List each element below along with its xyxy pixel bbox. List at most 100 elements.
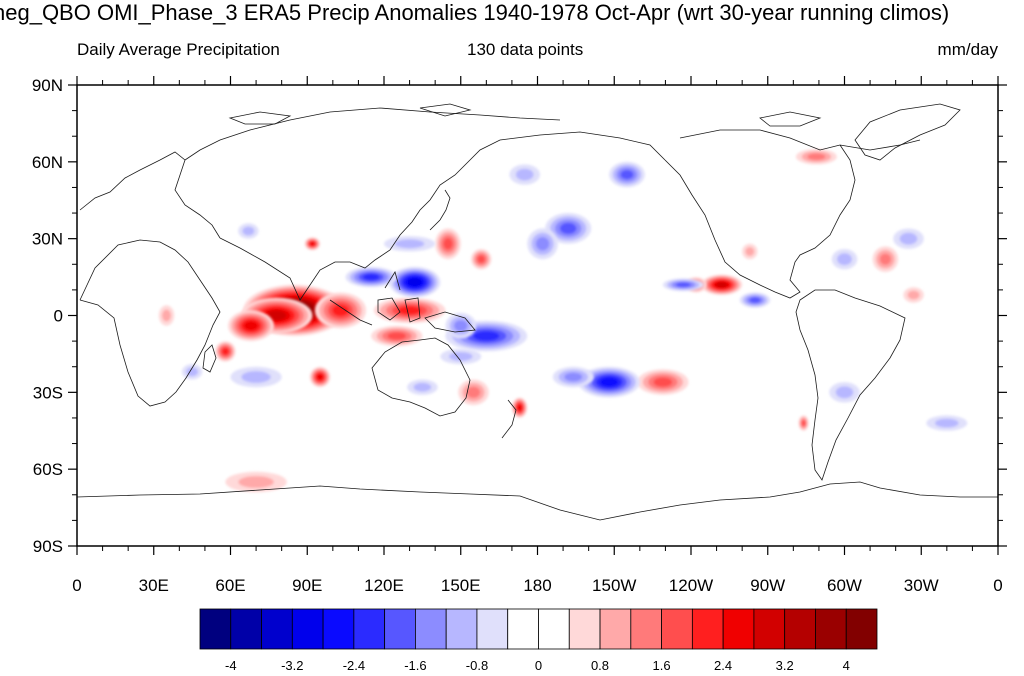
coastline-madagascar	[202, 344, 217, 373]
anomaly-blob	[225, 471, 287, 493]
anomaly-contour	[398, 306, 422, 315]
y-tick-label: 30S	[33, 383, 63, 402]
anomaly-blob	[527, 228, 558, 260]
anomaly-contour	[600, 377, 619, 387]
anomaly-blob	[609, 161, 645, 188]
anomaly-blob	[181, 364, 203, 380]
anomaly-contour	[675, 282, 691, 288]
anomaly-blob	[384, 236, 436, 252]
colorbar-label: 1.6	[653, 658, 671, 673]
anomaly-blob	[739, 292, 771, 308]
anomaly-blob	[215, 341, 236, 362]
coastline-australia	[371, 337, 471, 417]
colorbar-label: -0.8	[466, 658, 488, 673]
anomaly-contour	[907, 290, 920, 300]
anomaly-blob	[701, 274, 743, 295]
anomaly-contour	[449, 352, 473, 361]
anomaly-contour	[242, 226, 255, 236]
colorbar-label: 3.2	[776, 658, 794, 673]
anomaly-contour	[620, 170, 634, 180]
anomaly-blob	[662, 278, 704, 292]
x-tick-label: 90E	[292, 576, 322, 595]
x-tick-label: 0	[72, 576, 81, 595]
anomaly-contour	[749, 297, 761, 303]
anomaly-contour	[807, 153, 826, 160]
anomaly-blob	[545, 213, 592, 244]
x-tick-label: 120W	[669, 576, 713, 595]
anomaly-blob	[314, 292, 367, 329]
y-tick-label: 90N	[32, 76, 63, 95]
coastline-japan	[429, 189, 451, 231]
colorbar-swatch	[199, 608, 232, 650]
x-tick-label: 0	[993, 576, 1002, 595]
anomaly-blob	[228, 310, 274, 342]
colorbar-label: 0.8	[591, 658, 609, 673]
coastline-new-guinea	[424, 311, 476, 333]
colorbar-label: 2.4	[714, 658, 732, 673]
colorbar-label: 0	[535, 658, 542, 673]
anomaly-contour	[716, 282, 728, 288]
anomaly-contour	[407, 278, 422, 287]
anomaly-contour	[535, 237, 550, 251]
subtitle-sample-count: 130 data points	[467, 40, 584, 59]
anomaly-contour	[186, 367, 199, 377]
anomaly-contour	[935, 418, 959, 428]
x-tick-label: 150W	[592, 576, 636, 595]
anomaly-contour	[745, 247, 755, 256]
anomaly-blob	[407, 379, 438, 395]
colorbar-swatch	[599, 608, 632, 650]
anomaly-blob	[829, 382, 860, 403]
coastlines	[77, 103, 998, 521]
colorbar-swatch	[507, 608, 539, 650]
colorbar-swatch	[753, 608, 786, 650]
anomaly-blob	[158, 305, 175, 326]
anomaly-blob	[798, 415, 809, 431]
colorbar-label: -3.2	[281, 658, 303, 673]
anomaly-contour	[559, 222, 577, 234]
anomaly-contour	[387, 332, 407, 340]
anomaly-blob	[926, 415, 968, 431]
coastline-eurasia	[184, 107, 666, 301]
y-tick-label: 30N	[32, 230, 63, 249]
anomaly-contour	[310, 241, 315, 246]
axes: 0 30E 60E 90E 120E 150E 180 150W 120W 90W 60W 30W 0 9…	[32, 76, 1007, 595]
colorbar-swatch	[661, 608, 693, 650]
colorbar-swatch	[815, 608, 847, 650]
colorbar-swatch	[445, 608, 478, 650]
anomaly-contour	[837, 253, 852, 266]
x-tick-label: 120E	[364, 576, 404, 595]
anomaly-blob	[511, 397, 528, 418]
anomaly-contour	[443, 238, 453, 250]
anomaly-contour	[454, 320, 468, 332]
anomaly-contour	[879, 253, 891, 265]
anomaly-contour	[477, 255, 485, 263]
anomaly-contour	[162, 309, 171, 322]
anomaly-contour	[517, 404, 522, 411]
anomaly-blob	[872, 246, 899, 272]
anomaly-contour	[244, 321, 258, 331]
colorbar-label: -4	[225, 658, 237, 673]
anomaly-blob	[389, 266, 441, 298]
subtitle-units: mm/day	[937, 40, 998, 59]
anomaly-blob	[345, 266, 397, 288]
anomaly-contour	[394, 239, 425, 249]
coastline-north-america	[664, 129, 921, 299]
anomaly-contour	[266, 310, 287, 321]
anomaly-field	[158, 149, 968, 493]
colorbar-label: -2.4	[343, 658, 365, 673]
anomaly-blob	[637, 369, 689, 395]
subtitle-variable: Daily Average Precipitation	[77, 40, 280, 59]
colorbar-swatch	[784, 608, 816, 650]
anomaly-contour	[899, 232, 918, 245]
colorbar-swatch	[322, 608, 355, 650]
anomaly-blob	[309, 366, 331, 388]
anomaly-contour	[653, 377, 673, 387]
colorbar-swatch	[291, 608, 324, 650]
anomaly-contour	[473, 331, 500, 341]
anomaly-blob	[435, 228, 461, 260]
chart-title: neg_QBO OMI_Phase_3 ERA5 Precip Anomalie…	[0, 0, 1024, 30]
coastline-south-america	[795, 289, 906, 481]
anomaly-blob	[230, 366, 282, 388]
colorbar: -4 -3.2 -2.4 -1.6 -0.8 0 0.8 1.6 2.4 3.2 4	[199, 608, 878, 673]
anomaly-blob	[304, 237, 321, 251]
